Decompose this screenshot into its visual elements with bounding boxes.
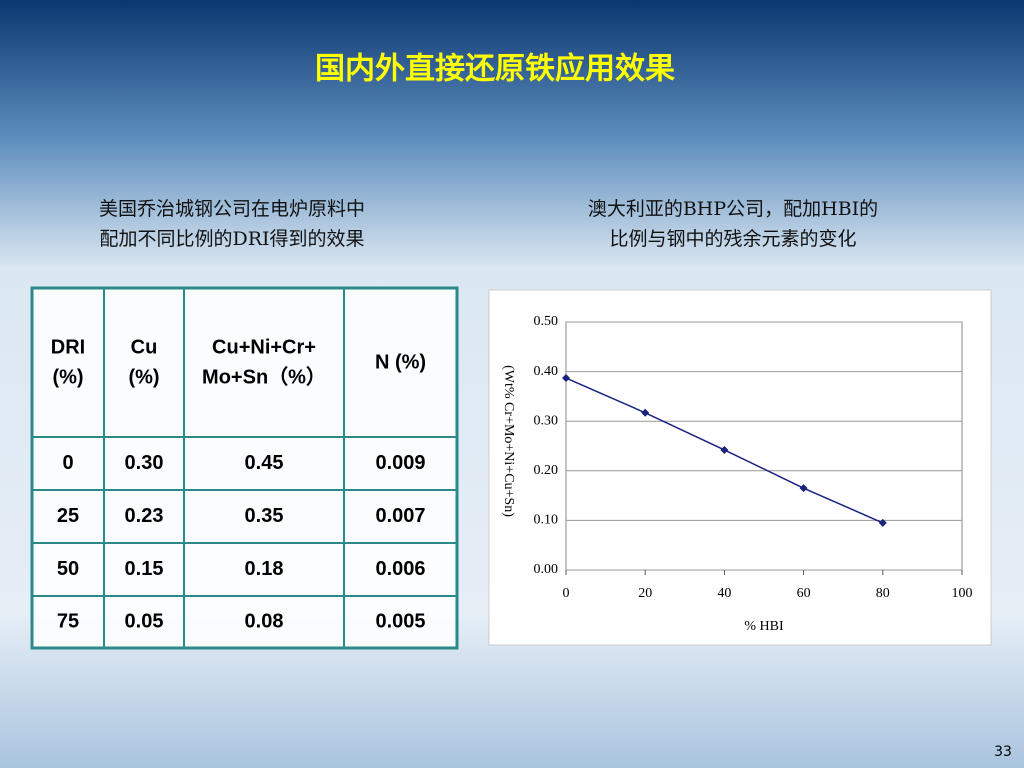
table-header: (%): [128, 366, 159, 388]
caption: 配加不同比例的DRI得到的效果: [99, 228, 364, 250]
y-tick-label: 0.10: [534, 513, 559, 528]
data-point: [562, 374, 570, 383]
table-header: N (%): [375, 351, 426, 373]
table-header: Cu: [131, 336, 158, 358]
table-cell: 50: [57, 558, 79, 580]
y-tick-label: 0.30: [534, 413, 559, 428]
table-header: (%): [52, 366, 83, 388]
caption: 美国乔治城钢公司在电炉原料中: [99, 198, 365, 220]
table-cell: 0.08: [245, 610, 284, 632]
data-point: [641, 408, 650, 417]
table-cell: 0.005: [375, 610, 425, 632]
table-cell: 0.007: [375, 505, 425, 527]
table-header: DRI: [51, 336, 85, 358]
table-cell: 0.18: [245, 558, 284, 580]
table-cell: 0.35: [245, 505, 284, 527]
x-tick-label: 0: [563, 586, 570, 601]
table-bg: [30, 286, 459, 650]
x-tick-label: 20: [638, 586, 652, 601]
y-tick-label: 0.20: [534, 463, 559, 478]
y-tick-label: 0.00: [534, 562, 559, 577]
x-tick-label: 40: [717, 586, 731, 601]
table-header: Mo+Sn（%）: [202, 365, 326, 388]
chart: 0.00 0.10 0.20 0.30 0.40 0.50 0 20 40 60 80 100 % HB…: [501, 314, 973, 634]
x-tick-label: 100: [952, 586, 973, 601]
x-tick-label: 60: [797, 586, 811, 601]
y-tick-label: 0.50: [534, 314, 559, 329]
x-axis-label: % HBI: [744, 619, 784, 634]
y-axis-label: (Wt% Cr+Mo+Ni+Cu+Sn): [501, 365, 516, 517]
table-cell: 0.15: [125, 558, 164, 580]
caption: 比例与钢中的残余元素的变化: [609, 228, 856, 250]
data-point: [720, 445, 729, 454]
page-number: 33: [994, 744, 1012, 760]
caption: 澳大利亚的BHP公司，配加HBI的: [588, 198, 878, 220]
chart-panel: [488, 289, 992, 646]
table-cell: 0.45: [245, 452, 284, 474]
table-cell: 0.05: [125, 610, 164, 632]
data-point: [799, 484, 808, 493]
table-cell: 0.23: [125, 505, 164, 527]
table-cell: 25: [57, 505, 79, 527]
table-cell: 0: [62, 452, 73, 474]
table: DRI (%) Cu (%) Cu+Ni+Cr+ Mo+Sn（%） N (%) 0 0.30 0.…: [30, 286, 459, 650]
table-cell: 0.009: [375, 452, 425, 474]
table-cell: 0.30: [125, 452, 164, 474]
y-tick-label: 0.40: [534, 364, 559, 379]
table-cell: 0.006: [375, 558, 425, 580]
x-tick-label: 80: [876, 586, 890, 601]
table-header: Cu+Ni+Cr+: [212, 336, 316, 358]
data-point: [878, 518, 887, 527]
slide-title: 国内外直接还原铁应用效果: [315, 52, 675, 87]
table-cell: 75: [57, 610, 79, 632]
